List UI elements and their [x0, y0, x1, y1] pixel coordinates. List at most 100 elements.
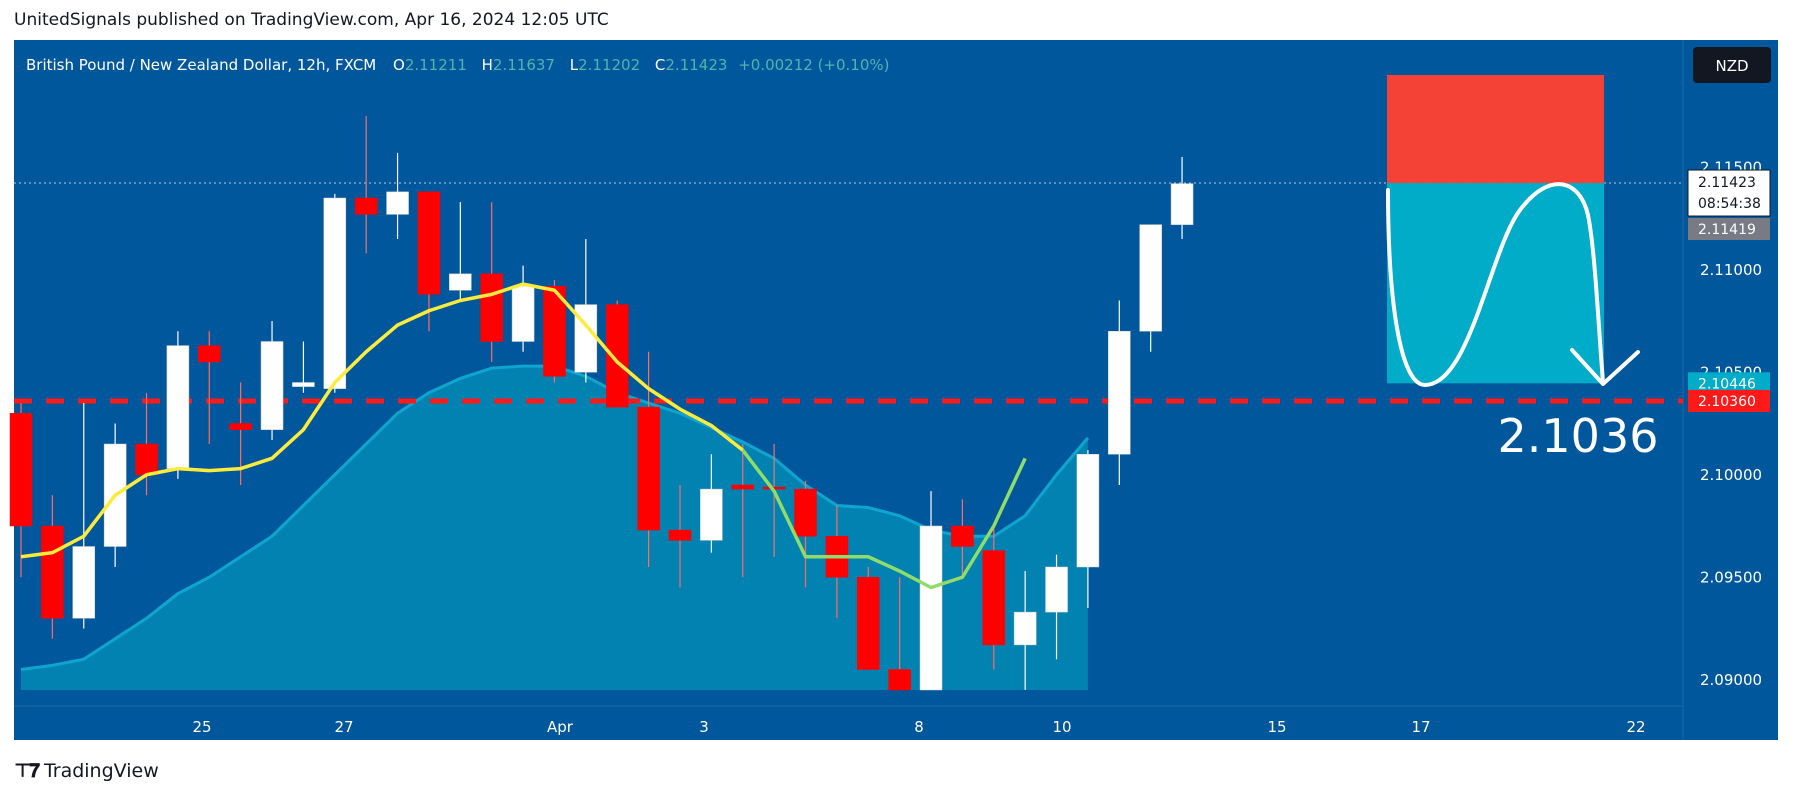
candle[interactable] [1139, 224, 1162, 352]
bid-price-badge-bg [1688, 218, 1770, 241]
candle-body [605, 304, 629, 408]
candle[interactable] [951, 499, 974, 578]
candle[interactable] [605, 300, 629, 408]
time-tick-label: 8 [914, 718, 924, 736]
candle[interactable] [982, 526, 1006, 670]
legend-o-value: 2.11211 [405, 56, 467, 74]
fast-ema-line [20, 282, 744, 559]
candle[interactable] [198, 331, 221, 444]
candle[interactable] [1045, 554, 1068, 660]
time-tick-label: Apr [547, 718, 574, 736]
tradingview-branding[interactable]: ⊤𝟕 TradingView [14, 760, 159, 782]
candle-body [386, 191, 409, 215]
candle[interactable] [1013, 571, 1037, 690]
candle-body [135, 443, 158, 475]
slow-ema-area [21, 366, 1088, 690]
candle[interactable] [731, 444, 754, 578]
take-profit-zone[interactable] [1387, 183, 1604, 384]
currency-badge[interactable]: NZD [1693, 47, 1771, 83]
candle[interactable] [543, 280, 566, 383]
stop-loss-zone[interactable] [1387, 75, 1604, 184]
candle-body [982, 550, 1006, 646]
fast-ema-line-late [741, 449, 1027, 590]
target-price-badge-text: 2.10446 [1698, 376, 1756, 392]
time-tick-label: 17 [1411, 718, 1430, 736]
candle[interactable] [1108, 300, 1131, 486]
curved-arrow-down-icon [1386, 182, 1605, 388]
candle-body [166, 345, 190, 469]
candle[interactable] [700, 454, 723, 553]
level-price-badge-text: 2.10360 [1698, 394, 1756, 410]
candle-body [41, 525, 64, 619]
target-price-badge-bg [1688, 372, 1770, 395]
candle-body [1108, 331, 1131, 455]
candle-body [480, 273, 503, 342]
legend-l-label: L [570, 56, 579, 74]
time-tick-label: 15 [1267, 718, 1286, 736]
candle-body [857, 577, 880, 670]
target-price-badge: 2.10446 [1688, 372, 1770, 395]
candle-body [794, 488, 817, 537]
tradingview-logo-icon: ⊤𝟕 [14, 760, 40, 782]
last-price-badge: 2.11423 08:54:38 [1687, 169, 1771, 217]
last-price-value: 2.11423 [1698, 175, 1756, 191]
candle[interactable] [386, 152, 409, 239]
candle-body [198, 345, 221, 363]
legend-change: +0.00212 (+0.10%) [738, 56, 889, 74]
candle-body [9, 413, 33, 527]
candle-body [511, 285, 535, 342]
candle[interactable] [166, 331, 190, 479]
candle-body [449, 273, 472, 291]
candle[interactable] [888, 577, 911, 691]
candle[interactable] [72, 403, 96, 629]
countdown-value: 08:54:38 [1698, 196, 1761, 212]
candle-body [637, 406, 660, 531]
candle-body [1139, 224, 1162, 332]
legend-o-label: O [393, 56, 405, 74]
level-annotation: 2.1036 [1498, 409, 1659, 463]
level-price-badge-bg [1688, 389, 1770, 412]
candle-body [417, 191, 441, 295]
candle[interactable] [1170, 157, 1194, 239]
candle-body [919, 525, 943, 691]
legend-h-value: 2.11637 [493, 56, 555, 74]
publish-header: UnitedSignals published on TradingView.c… [14, 10, 609, 30]
candle-body [668, 529, 692, 541]
bid-price-badge: 2.11419 [1688, 218, 1770, 241]
candle[interactable] [292, 341, 315, 393]
candle-body [1076, 454, 1100, 568]
candle-body [323, 197, 347, 389]
candle[interactable] [260, 321, 284, 440]
candle[interactable] [417, 191, 441, 332]
candle-body [1045, 566, 1068, 613]
arrow-head-icon [1570, 348, 1640, 386]
candle-body [888, 669, 911, 691]
time-tick-label: 27 [334, 718, 353, 736]
candle[interactable] [511, 265, 535, 352]
last-price-badge-bg [1687, 169, 1771, 217]
time-tick-label: 3 [699, 718, 709, 736]
candle[interactable] [354, 116, 378, 254]
price-tick-label: 2.11000 [1700, 261, 1762, 279]
candle-body [1013, 611, 1037, 646]
candle[interactable] [794, 480, 817, 588]
candle[interactable] [1076, 450, 1100, 608]
candle[interactable] [9, 403, 33, 578]
footer-brand: TradingView [43, 760, 159, 782]
price-tick-label: 2.09500 [1700, 568, 1762, 586]
candle-body [72, 546, 96, 619]
candle-body [1170, 183, 1194, 225]
candle-body [731, 484, 754, 490]
candle[interactable] [857, 567, 880, 670]
candle[interactable] [668, 485, 692, 588]
legend-l-value: 2.11202 [578, 56, 640, 74]
candle[interactable] [919, 491, 943, 691]
candle-body [260, 341, 284, 430]
candle-body [543, 285, 566, 377]
candle[interactable] [449, 202, 472, 301]
candle[interactable] [323, 193, 347, 393]
legend-c-value: 2.11423 [665, 56, 727, 74]
candle-body [292, 382, 315, 387]
bid-price-badge-text: 2.11419 [1698, 222, 1756, 238]
